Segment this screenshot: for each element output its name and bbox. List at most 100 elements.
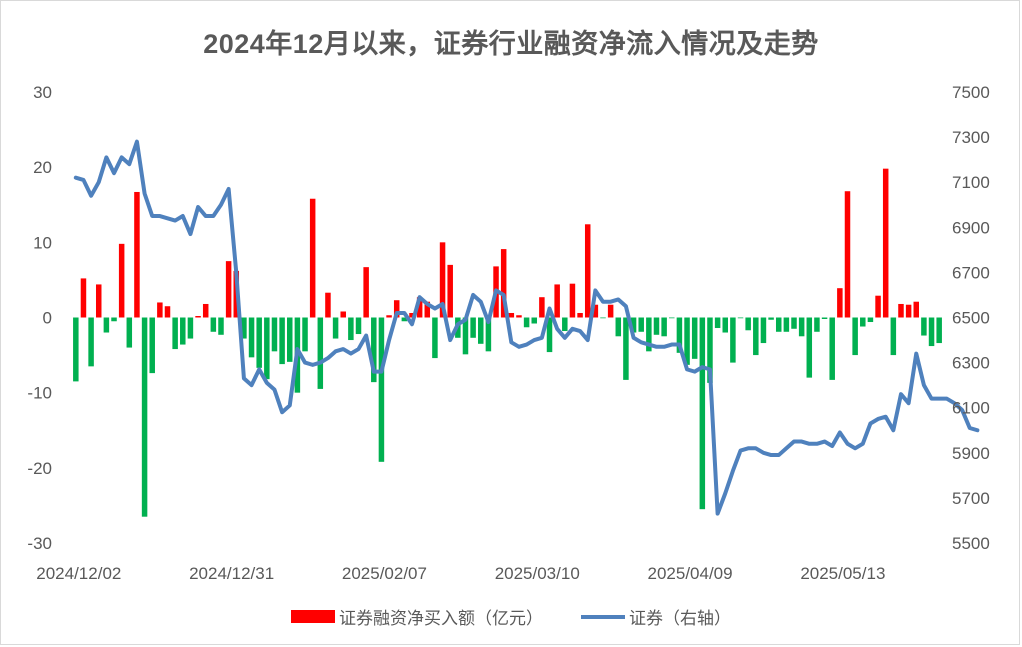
y-right-tick-label: 6900	[952, 218, 990, 237]
bar	[730, 317, 736, 363]
bar	[202, 303, 209, 318]
bar	[607, 304, 614, 318]
bar	[669, 317, 675, 319]
bar	[860, 317, 866, 327]
y-left-tick-label: -20	[27, 459, 52, 478]
bar	[791, 317, 797, 329]
bar	[508, 312, 515, 318]
x-tick-label: 2024/12/02	[36, 564, 121, 583]
bar	[279, 317, 285, 365]
bar	[287, 317, 293, 362]
bar	[837, 288, 843, 318]
legend-label-line: 证券（右轴）	[629, 609, 731, 628]
bar	[95, 284, 102, 318]
bar	[111, 317, 117, 322]
y-right-tick-label: 5500	[952, 534, 990, 553]
bar	[554, 284, 560, 318]
bar	[806, 317, 813, 378]
bar	[798, 317, 805, 337]
bar	[141, 317, 148, 517]
bar	[676, 317, 683, 353]
legend-item-bars: 证券融资净买入额（亿元）	[291, 604, 543, 629]
bar	[340, 311, 346, 318]
bar	[88, 317, 94, 367]
bar	[157, 302, 163, 318]
bar	[646, 317, 652, 352]
bar	[180, 317, 186, 345]
bar	[325, 292, 331, 318]
bar	[661, 317, 667, 337]
bar	[905, 304, 912, 318]
y-right-tick-label: 6700	[952, 263, 990, 282]
bar	[363, 267, 369, 318]
bar	[821, 317, 828, 319]
bar	[539, 297, 545, 318]
y-left-tick-label: -30	[27, 534, 52, 553]
bar	[264, 317, 270, 380]
y-right-tick-label: 7100	[952, 173, 990, 192]
bar	[332, 317, 339, 339]
bar	[302, 317, 308, 352]
left-axis: 30 20 10 0 -10 -20 -30	[27, 83, 52, 553]
x-tick-label: 2025/02/07	[342, 564, 427, 583]
bar	[623, 317, 629, 380]
bar	[890, 317, 897, 356]
bar	[722, 317, 728, 333]
x-axis: 2024/12/02 2024/12/31 2025/02/07 2025/03/10…	[36, 564, 885, 583]
legend-swatch-line	[581, 614, 625, 619]
y-right-tick-label: 6300	[952, 354, 990, 373]
legend: 证券融资净买入额（亿元） 证券（右轴）	[0, 604, 1022, 629]
bar	[172, 317, 178, 350]
bar	[462, 317, 469, 355]
right-axis: 7500 7300 7100 6900 6700 6500 6300 6100 5900 5700…	[952, 83, 990, 553]
bar	[416, 297, 423, 318]
bar	[531, 317, 537, 324]
bar	[753, 317, 759, 356]
bar	[653, 317, 660, 335]
bar	[401, 317, 408, 322]
bar	[882, 168, 889, 318]
bar	[103, 317, 110, 333]
bar	[271, 317, 278, 352]
bar	[523, 317, 530, 328]
bar	[921, 317, 927, 336]
bar	[745, 317, 751, 331]
bar	[577, 312, 583, 318]
bar	[424, 301, 431, 318]
legend-label-bars: 证券融资净买入额（亿元）	[339, 609, 543, 628]
bar	[699, 317, 706, 510]
bar	[569, 283, 576, 318]
bar	[309, 198, 316, 318]
bar	[775, 317, 782, 332]
bar	[210, 317, 217, 332]
bar	[126, 317, 133, 348]
y-right-tick-label: 7500	[952, 83, 990, 102]
x-tick-label: 2024/12/31	[189, 564, 274, 583]
bar	[248, 317, 255, 358]
bar	[707, 317, 713, 383]
bar	[714, 317, 721, 329]
bar	[256, 317, 262, 368]
bar	[562, 317, 568, 332]
bar	[371, 317, 377, 383]
bar	[355, 317, 362, 335]
bar	[80, 278, 87, 318]
bar	[936, 317, 942, 344]
bar	[478, 317, 484, 344]
bar	[630, 317, 637, 333]
bar	[393, 300, 400, 318]
y-left-tick-label: 30	[33, 83, 52, 102]
y-right-tick-label: 6500	[952, 309, 990, 328]
bar	[844, 191, 851, 318]
bar	[500, 249, 507, 318]
bar	[516, 315, 522, 318]
line-series	[73, 139, 980, 516]
legend-swatch-bar	[291, 610, 335, 623]
bar	[218, 317, 224, 335]
x-tick-label: 2025/04/09	[648, 564, 733, 583]
bar	[600, 317, 606, 319]
bar	[73, 317, 79, 382]
bar	[317, 317, 324, 389]
bar	[546, 317, 553, 353]
